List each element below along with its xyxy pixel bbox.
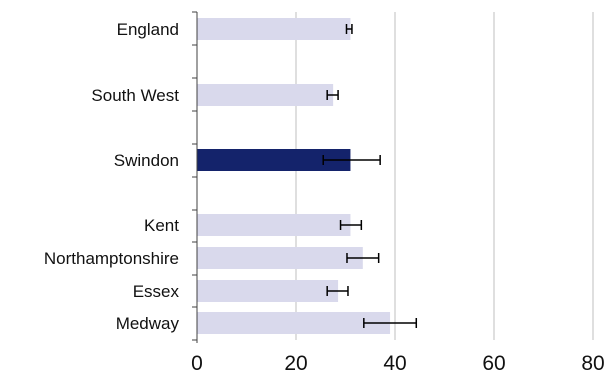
error-bar-kent bbox=[339, 220, 363, 230]
x-tick-label-60: 60 bbox=[482, 352, 505, 375]
error-bar-essex bbox=[326, 286, 349, 296]
category-label-south-west: South West bbox=[91, 86, 179, 105]
x-axis-tick-labels: 0 20 40 60 80 bbox=[191, 352, 605, 375]
bar-northamptonshire bbox=[197, 247, 363, 269]
category-labels: England South West Swindon Kent Northamptons… bbox=[44, 20, 180, 333]
error-bar-northamptonshire bbox=[346, 253, 380, 263]
bar-swindon bbox=[197, 149, 351, 171]
bar-kent bbox=[197, 214, 351, 236]
category-label-essex: Essex bbox=[133, 282, 180, 301]
error-bar-england bbox=[345, 24, 353, 34]
bars bbox=[197, 18, 391, 334]
category-label-swindon: Swindon bbox=[114, 151, 179, 170]
error-bar-south-west bbox=[326, 90, 339, 100]
x-tick-label-0: 0 bbox=[191, 352, 203, 375]
bar-medway bbox=[197, 312, 391, 334]
category-label-northamptonshire: Northamptonshire bbox=[44, 249, 179, 268]
bar-england bbox=[197, 18, 351, 40]
category-label-kent: Kent bbox=[144, 216, 179, 235]
y-axis bbox=[192, 11, 198, 343]
bar-south-west bbox=[197, 84, 334, 106]
error-bar-swindon bbox=[322, 155, 381, 165]
category-label-england: England bbox=[117, 20, 179, 39]
x-tick-label-20: 20 bbox=[284, 352, 307, 375]
error-bars bbox=[322, 24, 418, 328]
category-label-medway: Medway bbox=[116, 314, 180, 333]
error-bar-medway bbox=[363, 318, 418, 328]
bar-essex bbox=[197, 280, 339, 302]
x-tick-label-80: 80 bbox=[581, 352, 604, 375]
x-tick-label-40: 40 bbox=[383, 352, 406, 375]
